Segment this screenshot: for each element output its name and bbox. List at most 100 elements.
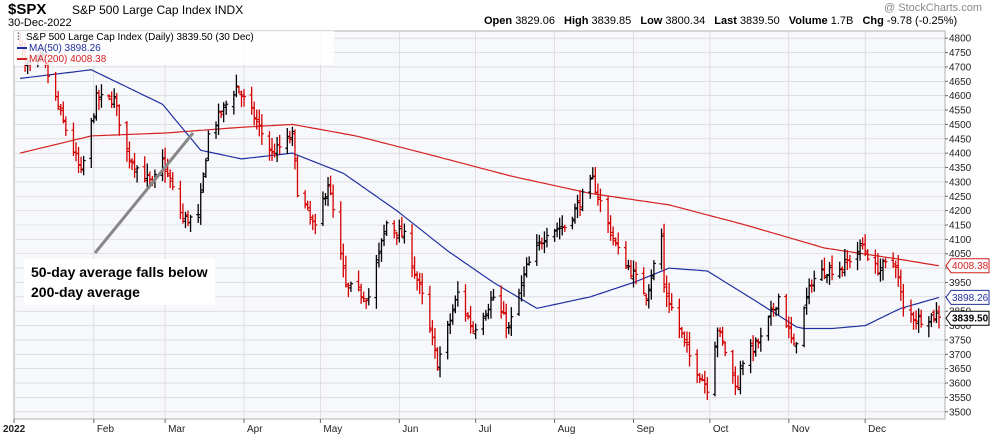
ohlc-bar	[305, 200, 310, 211]
ohlc-bar	[287, 130, 292, 144]
ohlc-bar	[756, 338, 761, 349]
ohlc-bar	[112, 88, 117, 109]
x-tick-label: Nov	[792, 424, 810, 435]
ohlc-bar	[560, 215, 565, 236]
high-value: 3839.85	[591, 15, 632, 27]
ohlc-bar	[687, 331, 692, 367]
ohlc-bar	[399, 216, 404, 238]
symbol-name: S&P 500 Large Cap Index INDX	[72, 3, 244, 17]
ohlc-bar	[127, 141, 132, 169]
ohlc-bar	[937, 305, 941, 329]
chg-value: -9.78 (-0.25%)	[886, 15, 958, 27]
x-tick-label: Oct	[713, 424, 729, 435]
ohlc-bar	[883, 257, 888, 269]
y-axis: 3500355036003650370037503800385039003950…	[945, 34, 972, 418]
y-tick-label: 4800	[949, 34, 972, 45]
ohlc-bar	[382, 224, 387, 247]
ohlc-bar	[893, 260, 898, 279]
ohlc-bar	[863, 234, 868, 257]
ohlc-bar	[290, 126, 295, 147]
ohlc-bar	[891, 252, 896, 269]
y-tick-label: 4550	[949, 106, 972, 117]
ohlc-bar	[96, 89, 101, 111]
ohlc-bar	[822, 257, 827, 280]
ohlc-bar	[598, 188, 603, 213]
ohlc-bar	[542, 231, 547, 254]
y-tick-label: 4050	[949, 249, 972, 260]
ohlc-bar	[926, 316, 931, 338]
annotation-line-1: 50-day average falls below	[31, 264, 208, 280]
y-tick-label: 3950	[949, 278, 972, 289]
ohlc-bar	[919, 309, 924, 328]
x-tick-label: Mar	[168, 424, 186, 435]
ma200-path	[19, 123, 940, 267]
ohlc-bar	[875, 253, 880, 276]
ohlc-bar	[81, 155, 86, 176]
ohlc-bar	[392, 220, 397, 239]
ohlc-bar	[723, 341, 728, 357]
ohlc-bar	[483, 309, 488, 321]
last-value: 3839.50	[739, 15, 780, 27]
ohlc-bar	[712, 341, 717, 397]
ohlc-bar	[420, 273, 425, 305]
x-tick-label: Sep	[637, 424, 655, 435]
ohlc-bar	[628, 260, 633, 279]
ohlc-bar	[631, 260, 636, 288]
ohlc-bar	[534, 234, 539, 266]
y-tick-label: 3600	[949, 379, 972, 390]
ohlc-summary: Open 3829.06 High 3839.85 Low 3800.34 La…	[478, 15, 957, 27]
ohlc-bar	[364, 298, 369, 309]
legend-ma200: MA(200) 4008.38	[29, 54, 107, 65]
ohlc-bar	[356, 270, 361, 292]
ohlc-bar	[718, 327, 723, 338]
ohlc-bar	[254, 109, 259, 130]
ohlc-bar	[570, 216, 575, 230]
ohlc-bar	[79, 156, 84, 174]
ohlc-bar	[740, 360, 745, 376]
ohlc-bar	[931, 309, 936, 323]
ohlc-bar	[506, 322, 511, 335]
ohlc-bar	[402, 223, 407, 244]
ohlc-bar	[331, 184, 336, 218]
ohlc-bar	[91, 113, 96, 124]
ohlc-bar	[606, 196, 611, 234]
ohlc-bar	[203, 158, 208, 178]
ohlc-bar	[616, 232, 621, 255]
ohlc-bar	[878, 258, 883, 282]
ohlc-bar	[623, 241, 628, 270]
symbol-ticker[interactable]: $SPX	[8, 1, 47, 18]
ohlc-bar	[802, 306, 807, 348]
ohlc-bar	[499, 285, 504, 319]
annotation-line-2: 200-day average	[31, 284, 140, 300]
low-value: 3800.34	[665, 15, 706, 27]
ohlc-bar	[132, 152, 137, 178]
ohlc-bar	[649, 269, 654, 300]
ohlc-bar	[277, 134, 282, 155]
ohlc-bar	[662, 223, 667, 293]
ohlc-bar	[908, 299, 913, 323]
ohlc-bar	[748, 339, 753, 374]
ohlc-bar	[786, 316, 791, 339]
ohlc-bar	[659, 228, 664, 270]
ohlc-bar	[595, 183, 600, 206]
ohlc-bar	[552, 228, 557, 242]
ohlc-bar	[448, 313, 453, 335]
ohlc-bar	[180, 203, 185, 224]
ohlc-bar	[63, 116, 68, 137]
ohlc-bar	[791, 333, 796, 346]
y-tick-label: 3800	[949, 321, 972, 332]
ohlc-bar	[236, 85, 241, 94]
ohlc-bar	[466, 312, 471, 320]
ohlc-bar	[188, 214, 193, 233]
ohlc-bar	[682, 331, 687, 347]
volume-value: 1.7B	[830, 15, 854, 27]
ohlc-bar	[376, 242, 381, 268]
ohlc-bar	[234, 74, 239, 98]
ohlc-bar	[130, 158, 135, 171]
open-value: 3829.06	[515, 15, 555, 27]
ohlc-bar	[198, 183, 203, 225]
ohlc-bar	[219, 110, 224, 119]
price-label: 3839.50	[945, 310, 990, 326]
ohlc-bar	[435, 347, 440, 371]
